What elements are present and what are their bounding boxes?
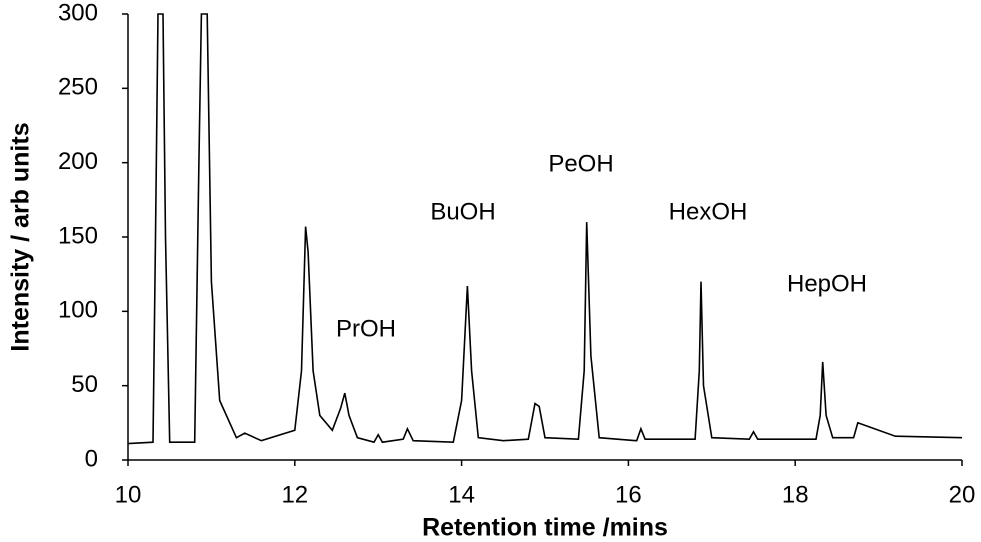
x-tick-label: 16 bbox=[615, 481, 642, 508]
x-tick-label: 12 bbox=[281, 481, 308, 508]
peak-label: PeOH bbox=[548, 150, 613, 177]
peak-label: HexOH bbox=[669, 198, 748, 225]
y-tick-label: 100 bbox=[58, 297, 98, 324]
y-tick-label: 300 bbox=[58, 0, 98, 26]
peak-label: HepOH bbox=[787, 270, 867, 297]
y-tick-label: 0 bbox=[85, 445, 98, 472]
x-axis-title: Retention time /mins bbox=[422, 514, 668, 542]
x-tick-label: 14 bbox=[448, 481, 475, 508]
chromatogram-line bbox=[128, 13, 963, 445]
x-tick-label: 20 bbox=[949, 481, 976, 508]
y-tick-label: 200 bbox=[58, 148, 98, 175]
y-tick-label: 50 bbox=[71, 371, 98, 398]
peak-label: PrOH bbox=[336, 315, 396, 342]
y-tick-label: 250 bbox=[58, 74, 98, 101]
x-tick-label: 10 bbox=[115, 481, 142, 508]
x-tick-label: 18 bbox=[782, 481, 809, 508]
y-axis-title: Intensity / arb units bbox=[7, 122, 35, 351]
y-tick-label: 150 bbox=[58, 222, 98, 249]
peak-label: BuOH bbox=[430, 198, 495, 225]
